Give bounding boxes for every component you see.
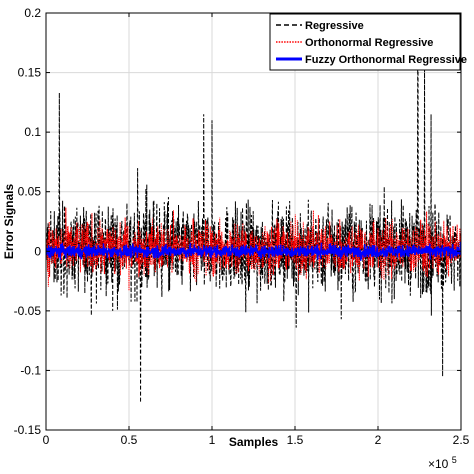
y-tick-label: -0.1 <box>20 363 41 377</box>
y-tick-label: 0.05 <box>18 185 42 199</box>
y-axis-label: Error Signals <box>2 183 16 259</box>
legend-label: Regressive <box>305 20 364 32</box>
y-tick-label: 0.2 <box>24 6 41 20</box>
x-axis-label: Samples <box>229 435 279 449</box>
plot-frame <box>45 12 462 431</box>
y-tick-label: 0 <box>34 244 41 258</box>
series-line-orthonormal-regressive <box>46 207 461 291</box>
x-axis: 0 0.5 1 1.5 2 2.5 <box>43 13 470 447</box>
y-axis: -0.15 -0.1 -0.05 0 0.05 0.1 0.15 0.2 <box>14 6 461 437</box>
x-tick-label: 0.5 <box>121 433 138 447</box>
y-tick-label: -0.05 <box>14 304 42 318</box>
x-axis-exponent: ×10 5 <box>428 455 457 471</box>
x-axis-exponent-base: ×10 <box>428 457 449 471</box>
x-tick-label: 2.5 <box>453 433 470 447</box>
x-tick-label: 0 <box>43 433 50 447</box>
x-tick-label: 1.5 <box>287 433 304 447</box>
x-axis-exponent-power: 5 <box>452 455 457 465</box>
series-line-fuzzy-orthonormal-regressive <box>46 241 461 261</box>
x-tick-label: 1 <box>209 433 216 447</box>
legend-label: Fuzzy Orthonormal Regressive <box>305 54 467 66</box>
y-tick-label: 0.15 <box>18 66 42 80</box>
x-tick-label: 2 <box>375 433 382 447</box>
series-layer <box>46 57 461 403</box>
legend-label: Orthonormal Regressive <box>305 37 433 49</box>
y-tick-label: 0.1 <box>24 125 41 139</box>
y-tick-label: -0.15 <box>14 423 42 437</box>
legend: Regressive Orthonormal Regressive Fuzzy Or… <box>269 13 467 71</box>
